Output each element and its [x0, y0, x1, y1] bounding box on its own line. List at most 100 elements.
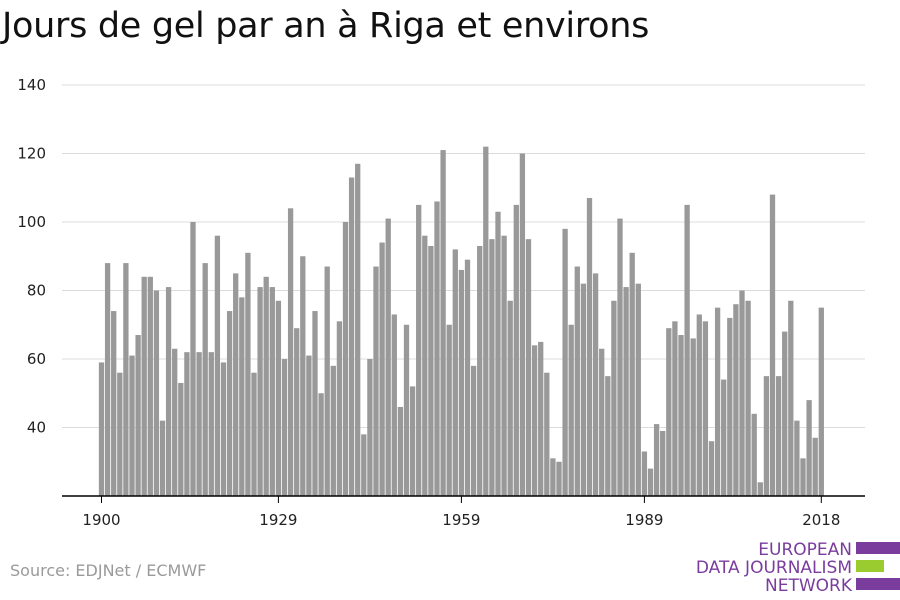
bar-1914 — [184, 352, 190, 496]
bar-1958 — [452, 249, 458, 496]
bar-1927 — [263, 276, 269, 496]
bar-1956 — [440, 150, 446, 496]
x-tick-label: 2018 — [802, 511, 840, 529]
bar-1995 — [678, 335, 684, 496]
bar-1976 — [562, 228, 568, 496]
bar-1913 — [178, 382, 184, 496]
bar-chart: 40 60 80 100 120 140 1900 1929 1959 1989 2018 — [17, 76, 865, 529]
logo-purple-bar-top — [856, 542, 900, 554]
bar-1973 — [544, 372, 550, 496]
bar-2006 — [745, 300, 751, 496]
bar-1981 — [592, 273, 599, 497]
chart-title: Jours de gel par an à Riga et environs — [2, 6, 650, 46]
bar-1994 — [672, 321, 678, 496]
bar-1990 — [647, 468, 654, 496]
bar-1955 — [434, 201, 440, 496]
bar-1970 — [525, 239, 532, 497]
bar-1932 — [294, 328, 300, 496]
bar-1940 — [342, 222, 349, 496]
bar-1996 — [684, 204, 690, 497]
bar-1999 — [702, 321, 709, 496]
bar-1930 — [281, 359, 288, 496]
bar-1986 — [623, 287, 629, 496]
logo-line-2: DATA JOURNALISM — [695, 558, 852, 578]
bar-1962 — [477, 245, 483, 496]
y-tick-label: 40 — [27, 419, 46, 437]
bar-1971 — [531, 345, 538, 496]
bar-1900 — [98, 362, 105, 496]
bar-2016 — [806, 400, 812, 496]
bar-1974 — [550, 458, 556, 496]
logo-line-3: NETWORK — [765, 576, 852, 596]
bar-1908 — [147, 276, 153, 496]
bar-1949 — [397, 406, 404, 496]
bar-1921 — [226, 311, 233, 496]
bar-1960 — [464, 259, 471, 496]
bar-1950 — [403, 324, 410, 496]
bar-1967 — [507, 300, 513, 496]
y-tick-label: 80 — [27, 282, 46, 300]
bar-1937 — [324, 266, 330, 496]
bar-1980 — [586, 198, 593, 496]
bar-2012 — [782, 331, 788, 496]
bar-1992 — [660, 430, 666, 496]
bar-1993 — [666, 328, 672, 496]
bar-1964 — [489, 239, 495, 497]
bar-1998 — [696, 314, 702, 496]
bar-1979 — [580, 283, 587, 496]
bar-1948 — [391, 314, 397, 496]
bar-1977 — [568, 324, 574, 496]
bar-1911 — [165, 287, 172, 496]
axes: 40 60 80 100 120 140 1900 1929 1959 1989 2018 — [17, 76, 865, 529]
bar-1947 — [385, 218, 391, 496]
bar-1943 — [361, 434, 367, 496]
y-tick-label: 100 — [17, 213, 46, 231]
bar-1991 — [653, 424, 660, 496]
bar-2011 — [775, 376, 782, 497]
bar-1912 — [172, 348, 178, 496]
y-tick-label: 140 — [17, 76, 46, 94]
bar-1941 — [348, 177, 355, 497]
bar-2003 — [727, 317, 733, 496]
bar-1963 — [483, 146, 489, 496]
bar-2008 — [757, 482, 763, 496]
bar-1988 — [635, 283, 641, 496]
x-tick-label: 1900 — [82, 511, 120, 529]
bar-1968 — [513, 204, 519, 497]
bar-2000 — [708, 441, 715, 496]
bar-1928 — [269, 287, 275, 496]
bar-1952 — [416, 204, 422, 497]
bar-1922 — [233, 273, 239, 497]
x-tick-label: 1959 — [442, 511, 480, 529]
bar-2015 — [800, 458, 806, 496]
bar-1935 — [312, 311, 318, 496]
bar-1972 — [538, 341, 544, 497]
y-tick-label: 60 — [27, 350, 46, 368]
bar-1945 — [373, 266, 379, 496]
bar-2018 — [818, 307, 824, 497]
bar-1903 — [117, 372, 123, 496]
bar-1989 — [641, 451, 648, 496]
bar-1907 — [141, 276, 147, 496]
bar-1920 — [220, 362, 227, 496]
bar-2005 — [739, 290, 745, 496]
bar-2002 — [721, 379, 727, 496]
bar-1915 — [190, 222, 196, 496]
bar-1984 — [611, 300, 617, 496]
bar-1944 — [367, 359, 373, 496]
bar-1926 — [257, 287, 263, 496]
bar-1987 — [629, 252, 635, 496]
bar-1982 — [599, 348, 605, 496]
bar-1923 — [239, 297, 245, 496]
logo-line-1: EUROPEAN — [758, 540, 852, 560]
bar-1997 — [690, 338, 696, 496]
bar-1901 — [104, 263, 111, 496]
bar-1936 — [318, 393, 324, 496]
bar-1905 — [129, 355, 135, 496]
bar-1933 — [300, 256, 306, 496]
edjnet-logo[interactable]: EUROPEAN DATA JOURNALISM NETWORK — [696, 540, 900, 598]
logo-purple-bar-bottom — [856, 578, 900, 590]
bar-1906 — [135, 335, 141, 496]
bar-2001 — [714, 307, 721, 497]
bar-2014 — [794, 420, 800, 496]
